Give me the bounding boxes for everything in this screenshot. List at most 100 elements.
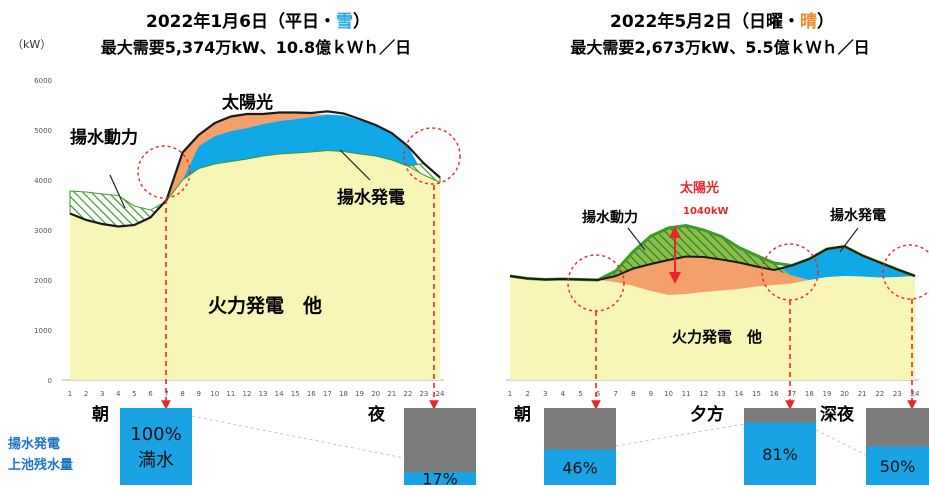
x-tick-label: 5 xyxy=(132,390,136,398)
x-tick-label: 23 xyxy=(419,390,428,398)
right-title-weather: 晴 xyxy=(800,12,817,32)
x-tick-label: 3 xyxy=(543,390,547,398)
x-tick-label: 6 xyxy=(596,390,601,398)
left-title: 2022年1月6日（平日・雪） xyxy=(146,11,370,32)
x-tick-label: 2 xyxy=(525,390,529,398)
x-tick-label: 7 xyxy=(613,390,617,398)
right-label-pump-power: 揚水動力 xyxy=(582,209,638,226)
left-pump-power-pointer xyxy=(109,174,126,209)
left-box-connector xyxy=(191,415,405,459)
x-tick-label: 22 xyxy=(403,390,412,398)
x-tick-label: 16 xyxy=(770,390,779,398)
x-tick-label: 22 xyxy=(875,390,884,398)
left-label-thermal: 火力発電 他 xyxy=(208,294,322,317)
left-title-suffix: ） xyxy=(353,11,370,32)
right-pump-power-pointer xyxy=(627,227,646,251)
x-tick-label: 12 xyxy=(242,390,251,398)
right-box-connector-1 xyxy=(615,423,745,447)
x-tick-label: 2 xyxy=(84,390,88,398)
x-tick-label: 24 xyxy=(911,390,920,398)
x-tick-label: 15 xyxy=(291,390,300,398)
y-tick-label: 2000 xyxy=(34,277,52,285)
x-tick-label: 11 xyxy=(682,390,691,398)
left-thermal-area xyxy=(70,150,440,380)
y-tick-label: 1000 xyxy=(34,327,52,335)
x-tick-label: 20 xyxy=(371,390,380,398)
x-tick-label: 8 xyxy=(631,390,635,398)
left-night-circle xyxy=(403,127,461,185)
right-pumped-gen-area xyxy=(510,246,915,280)
x-tick-label: 1 xyxy=(68,390,72,398)
x-tick-label: 6 xyxy=(148,390,153,398)
y-axis-label: （kW） xyxy=(12,38,51,51)
left-title-weather: 雪 xyxy=(336,12,353,32)
x-tick-label: 3 xyxy=(100,390,104,398)
right-subtitle: 最大需要2,673万kW、5.5億ｋＷｈ／日 xyxy=(570,38,869,57)
reservoir-percent: 46% xyxy=(562,458,598,477)
right-thermal-area xyxy=(510,276,915,380)
x-tick-label: 23 xyxy=(893,390,902,398)
reservoir-percent: 100% xyxy=(130,424,181,445)
right-label-solar: 太陽光 xyxy=(679,180,719,196)
y-tick-label: 0 xyxy=(48,377,52,385)
left-label-pump-power: 揚水動力 xyxy=(70,127,138,148)
x-tick-label: 20 xyxy=(840,390,849,398)
reservoir-fill xyxy=(404,471,476,485)
reservoir-fill xyxy=(120,408,192,485)
y-tick-label: 3000 xyxy=(34,227,52,235)
right-pumped-gen-pointer xyxy=(839,227,859,253)
right-solar-area xyxy=(510,256,915,295)
left-morning-circle xyxy=(137,145,191,199)
x-tick-label: 16 xyxy=(307,390,316,398)
right-title-suffix: ） xyxy=(817,11,834,32)
x-tick-label: 24 xyxy=(436,390,445,398)
x-tick-label: 4 xyxy=(116,390,121,398)
reservoir-sublabel: 満水 xyxy=(138,450,174,471)
reservoir-legend-line2: 上池残水量 xyxy=(8,457,73,473)
right-pump-power-area xyxy=(510,225,915,280)
right-box-connector-2 xyxy=(815,429,867,456)
y-tick-label: 5000 xyxy=(34,127,52,135)
left-pump-power-area xyxy=(69,149,441,228)
x-tick-label: 4 xyxy=(561,390,566,398)
left-subtitle: 最大需要5,374万kW、10.8億ｋＷｈ／日 xyxy=(101,38,411,57)
x-tick-label: 10 xyxy=(664,390,673,398)
x-tick-label: 10 xyxy=(210,390,219,398)
x-tick-label: 18 xyxy=(339,390,348,398)
left-time-morning: 朝 xyxy=(92,404,109,425)
reservoir-percent: 81% xyxy=(762,445,798,464)
right-label-thermal: 火力発電 他 xyxy=(672,328,762,346)
x-tick-label: 13 xyxy=(717,390,726,398)
reservoir-legend-line1: 揚水発電 xyxy=(8,436,60,452)
right-time-morning: 朝 xyxy=(514,404,531,425)
x-tick-label: 9 xyxy=(196,390,200,398)
reservoir-percent: 17% xyxy=(422,469,458,485)
x-tick-label: 19 xyxy=(355,390,364,398)
left-label-solar: 太陽光 xyxy=(222,92,273,113)
right-time-latenight: 深夜 xyxy=(820,404,855,425)
y-tick-label: 6000 xyxy=(34,77,52,85)
x-tick-label: 18 xyxy=(805,390,814,398)
right-label-solar-value: 1040kW xyxy=(683,206,729,217)
reservoir-fill xyxy=(744,422,816,485)
right-demand-line xyxy=(509,245,916,282)
right-title-prefix: 2022年5月2日（日曜・ xyxy=(610,11,800,32)
reservoir-fill xyxy=(866,446,929,485)
x-tick-label: 1 xyxy=(508,390,512,398)
left-time-night: 夜 xyxy=(367,404,386,425)
x-tick-label: 14 xyxy=(734,390,743,398)
x-tick-label: 21 xyxy=(387,390,396,398)
left-pumped-gen-area xyxy=(70,114,440,227)
x-tick-label: 9 xyxy=(649,390,653,398)
x-tick-label: 12 xyxy=(699,390,708,398)
x-tick-label: 19 xyxy=(822,390,831,398)
y-tick-label: 4000 xyxy=(34,177,52,185)
left-pumped-gen-pointer xyxy=(339,149,371,181)
x-tick-label: 7 xyxy=(164,390,168,398)
x-tick-label: 17 xyxy=(787,390,796,398)
x-tick-label: 5 xyxy=(578,390,582,398)
reservoir-fill xyxy=(544,449,616,485)
x-tick-label: 13 xyxy=(259,390,268,398)
